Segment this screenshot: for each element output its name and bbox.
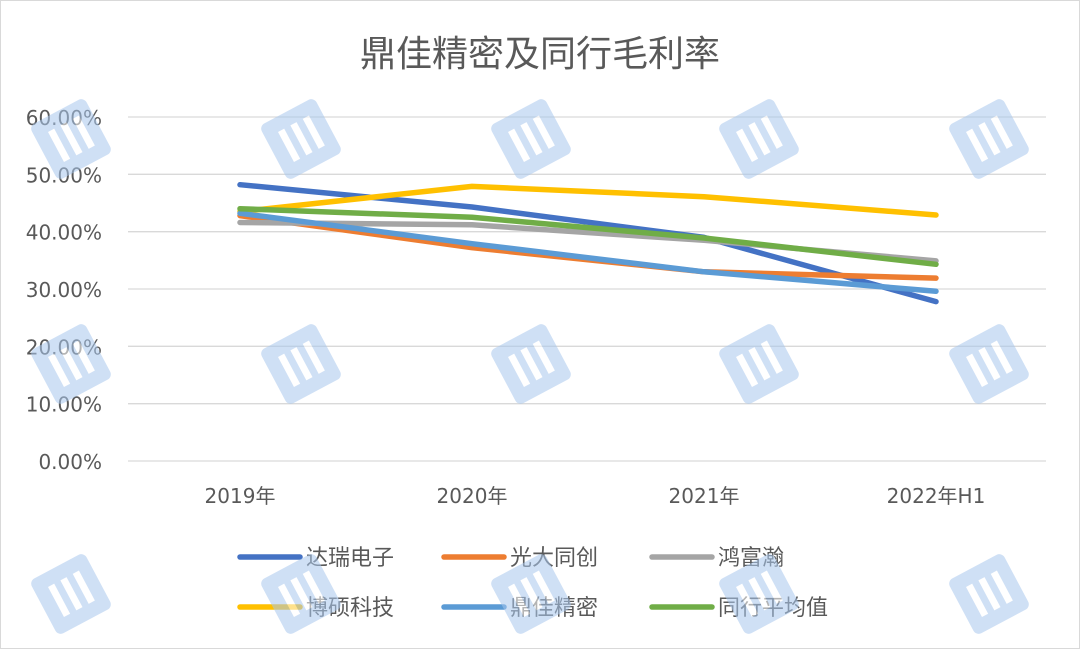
legend-label: 同行平均值 bbox=[718, 596, 828, 621]
legend-label: 鼎佳精密 bbox=[510, 596, 598, 621]
legend-label: 光大同创 bbox=[510, 546, 598, 571]
chart-title: 鼎佳精密及同行毛利率 bbox=[360, 34, 720, 75]
x-tick-label: 2019年 bbox=[205, 484, 276, 508]
x-axis-ticks: 2019年 2020年 2021年 2022年H1 bbox=[205, 484, 986, 508]
y-tick-label: 40.00% bbox=[26, 221, 102, 245]
y-tick-label: 10.00% bbox=[26, 393, 102, 417]
y-tick-label: 30.00% bbox=[26, 278, 102, 302]
series-line bbox=[237, 183, 939, 218]
series-line bbox=[237, 181, 939, 305]
series-line bbox=[237, 210, 939, 295]
y-tick-label: 60.00% bbox=[26, 106, 102, 130]
x-tick-label: 2022年H1 bbox=[887, 484, 986, 508]
series-lines bbox=[237, 181, 939, 305]
legend-label: 博硕科技 bbox=[306, 596, 394, 621]
x-tick-label: 2021年 bbox=[669, 484, 740, 508]
y-tick-label: 20.00% bbox=[26, 335, 102, 359]
y-axis-ticks: 0.00% 10.00% 20.00% 30.00% 40.00% 50.00% 60.00… bbox=[26, 106, 102, 474]
x-tick-label: 2020年 bbox=[437, 484, 508, 508]
y-tick-label: 50.00% bbox=[26, 163, 102, 187]
series-line bbox=[237, 205, 939, 268]
legend-label: 鸿富瀚 bbox=[718, 546, 784, 571]
y-tick-label: 0.00% bbox=[38, 450, 102, 474]
legend-label: 达瑞电子 bbox=[306, 546, 394, 571]
